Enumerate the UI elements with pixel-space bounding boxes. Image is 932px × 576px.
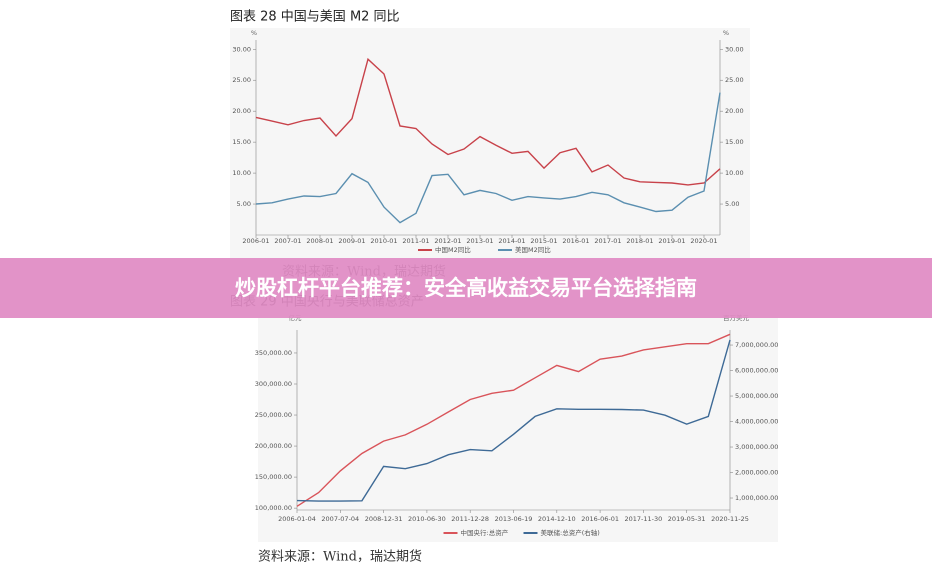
y-tick-label: 30.00	[232, 45, 251, 53]
legend-label: 中国央行:总资产	[461, 528, 509, 537]
legend-label: 美国M2同比	[515, 245, 551, 254]
x-tick-label: 2010-01	[370, 237, 397, 245]
series-line	[255, 92, 721, 224]
y-tick-label: 10.00	[232, 169, 251, 177]
y-tick-label: 5.00	[237, 200, 251, 208]
x-tick-label: 2013-06-19	[495, 515, 533, 523]
x-tick-label: 2010-06-30	[408, 515, 446, 523]
x-tick-label: 2019-05-31	[668, 515, 706, 523]
series-line	[296, 339, 731, 502]
y2-tick-label: 2,000,000.00	[735, 469, 778, 477]
chart-title: 图表 28 中国与美国 M2 同比	[230, 10, 400, 25]
y2-tick-label: 7,000,000.00	[735, 341, 778, 349]
x-tick-label: 2016-06-01	[581, 515, 619, 523]
y-tick-label: 20.00	[232, 107, 251, 115]
y2-tick-label: 30.00	[725, 45, 744, 53]
y2-tick-label: 6,000,000.00	[735, 367, 778, 375]
y-tick-label: 200,000.00	[255, 442, 292, 450]
x-tick-label: 2013-01	[466, 237, 493, 245]
x-tick-label: 2007-01	[274, 237, 301, 245]
x-tick-label: 2017-11-30	[625, 515, 663, 523]
x-tick-label: 2020-11-25	[711, 515, 749, 523]
y-tick-label: 100,000.00	[255, 504, 292, 512]
y-tick-label: 250,000.00	[255, 411, 292, 419]
y2-tick-label: 10.00	[725, 169, 744, 177]
banner	[0, 258, 932, 318]
x-tick-label: 2012-01	[434, 237, 461, 245]
banner-text: 炒股杠杆平台推荐：安全高收益交易平台选择指南	[235, 276, 697, 300]
x-tick-label: 2014-01	[498, 237, 525, 245]
y2-unit: %	[723, 29, 729, 37]
y-unit: %	[251, 29, 257, 37]
legend-label: 美联储:总资产(右轴)	[541, 528, 600, 537]
y-tick-label: 350,000.00	[255, 349, 292, 357]
x-tick-label: 2019-01	[658, 237, 685, 245]
series-line	[255, 57, 721, 186]
y-tick-label: 150,000.00	[255, 473, 292, 481]
y2-tick-label: 4,000,000.00	[735, 418, 778, 426]
x-tick-label: 2008-12-31	[365, 515, 403, 523]
chart-card	[258, 312, 778, 542]
x-tick-label: 2006-01-04	[278, 515, 316, 523]
x-tick-label: 2015-01	[530, 237, 557, 245]
y2-tick-label: 3,000,000.00	[735, 443, 778, 451]
y2-tick-label: 25.00	[725, 76, 744, 84]
series-line	[296, 333, 731, 507]
x-tick-label: 2020-01	[690, 237, 717, 245]
x-tick-label: 2006-01	[242, 237, 269, 245]
y-tick-label: 15.00	[232, 138, 251, 146]
x-tick-label: 2014-12-10	[538, 515, 576, 523]
y2-tick-label: 5,000,000.00	[735, 392, 778, 400]
source-caption: 资料来源：Wind，瑞达期货	[258, 549, 422, 565]
y2-tick-label: 1,000,000.00	[735, 494, 778, 502]
chart-card	[230, 28, 750, 258]
x-tick-label: 2017-01	[594, 237, 621, 245]
y-tick-label: 300,000.00	[255, 380, 292, 388]
x-tick-label: 2007-07-04	[321, 515, 359, 523]
y2-tick-label: 20.00	[725, 107, 744, 115]
x-tick-label: 2008-01	[306, 237, 333, 245]
y-tick-label: 25.00	[232, 76, 251, 84]
x-tick-label: 2009-01	[338, 237, 365, 245]
x-tick-label: 2018-01	[626, 237, 653, 245]
x-tick-label: 2011-01	[402, 237, 429, 245]
legend-label: 中国M2同比	[435, 245, 471, 254]
y2-tick-label: 15.00	[725, 138, 744, 146]
y2-tick-label: 5.00	[725, 200, 739, 208]
x-tick-label: 2011-12-28	[451, 515, 489, 523]
x-tick-label: 2016-01	[562, 237, 589, 245]
